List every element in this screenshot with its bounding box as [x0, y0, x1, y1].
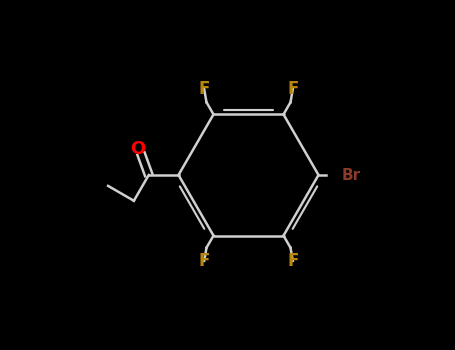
Text: F: F — [198, 80, 210, 98]
Text: F: F — [287, 80, 298, 98]
Text: Br: Br — [341, 168, 360, 182]
Text: F: F — [198, 252, 210, 270]
Text: F: F — [287, 252, 298, 270]
Text: O: O — [131, 140, 146, 159]
